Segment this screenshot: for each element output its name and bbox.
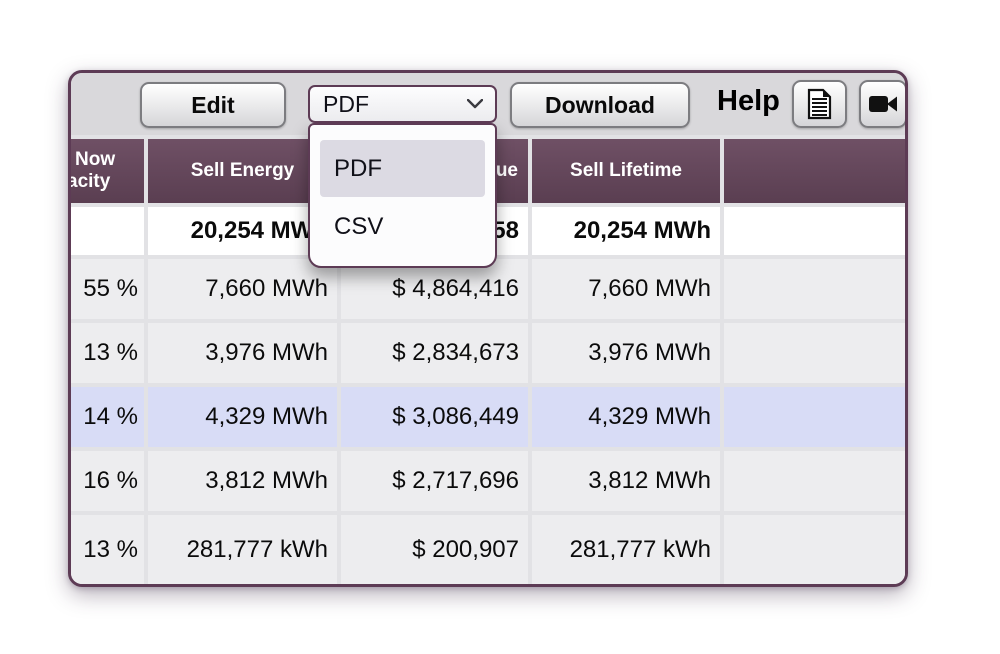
format-dropdown-menu: PDF CSV <box>308 123 497 268</box>
help-video-button[interactable] <box>859 80 905 128</box>
format-option-pdf[interactable]: PDF <box>320 140 485 197</box>
column-header-sell-lifetime: Sell Lifetime <box>532 139 720 203</box>
column-header-sell-energy: Sell Energy <box>148 139 337 203</box>
document-icon <box>807 88 832 120</box>
column-header-blank <box>724 139 905 203</box>
column-header-now-capacity: Now acity <box>71 139 144 203</box>
video-camera-icon <box>869 96 897 112</box>
format-select-value: PDF <box>323 90 369 117</box>
chevron-down-icon <box>467 99 483 109</box>
help-document-button[interactable] <box>792 80 847 128</box>
toolbar: Edit PDF Download Help <box>71 73 905 135</box>
format-option-csv[interactable]: CSV <box>334 213 384 240</box>
format-select[interactable]: PDF <box>308 85 497 123</box>
edit-button[interactable]: Edit <box>140 82 286 128</box>
help-label: Help <box>717 85 780 117</box>
report-window: Edit PDF Download Help <box>68 70 908 587</box>
report-table: Now acity Sell Energy Sell Revenue Sell … <box>71 139 905 584</box>
download-button[interactable]: Download <box>510 82 690 128</box>
